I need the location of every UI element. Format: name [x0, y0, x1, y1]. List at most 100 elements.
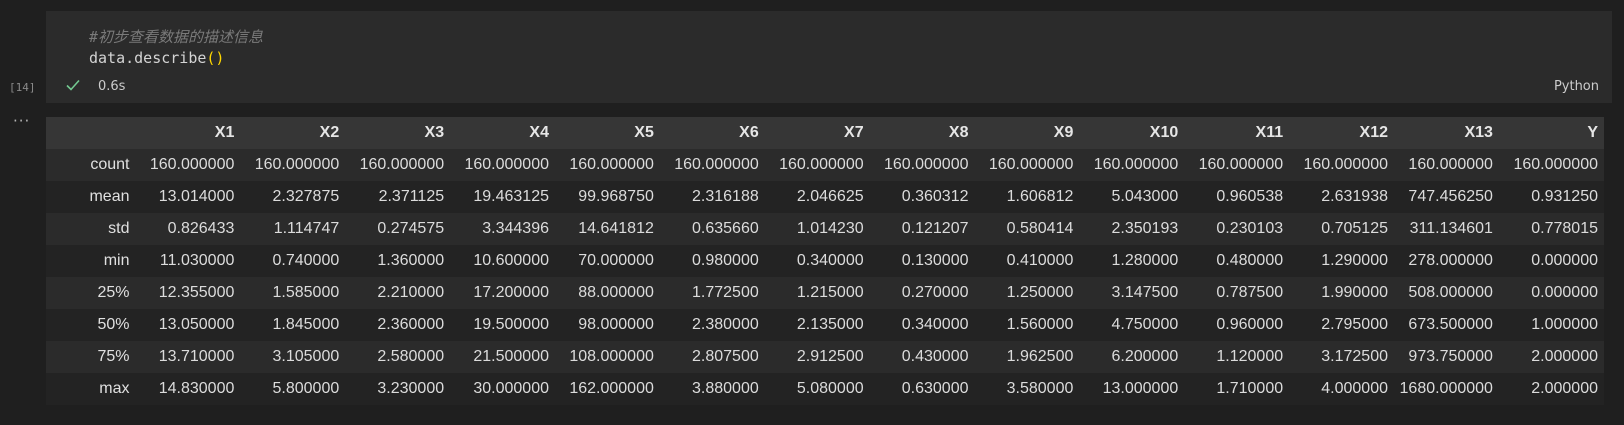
column-header: X2	[240, 117, 346, 149]
table-cell: 160.000000	[359, 156, 445, 173]
table-cell: 1.962500	[1006, 348, 1074, 365]
table-cell: 0.340000	[901, 316, 969, 333]
table-cell: 2.316188	[692, 188, 759, 205]
table-cell: 0.960538	[1216, 188, 1284, 205]
column-header: X7	[764, 117, 870, 149]
row-index: min	[103, 252, 130, 269]
column-header: X9	[974, 117, 1080, 149]
execution-count: [14]	[9, 81, 36, 94]
table-cell: 1.710000	[1216, 380, 1284, 397]
table-cell: 0.580414	[1006, 220, 1074, 237]
table-cell: 673.500000	[1408, 316, 1493, 333]
table-cell: 6.200000	[1111, 348, 1179, 365]
table-header-row: X1 X2 X3 X4 X5 X6 X7 X8 X9 X10 X11 X12 X13 Y	[46, 117, 1604, 149]
table-cell: 0.635660	[692, 220, 759, 237]
row-index: std	[108, 220, 130, 237]
table-cell: 2.807500	[692, 348, 759, 365]
table-row: 25% 12.355000 1.585000 2.210000 17.200000 88.…	[46, 277, 1604, 309]
column-header: X5	[555, 117, 660, 149]
table-cell: 3.344396	[482, 220, 549, 237]
table-cell: 1.250000	[1006, 284, 1074, 301]
language-selector[interactable]: Python	[1553, 79, 1599, 94]
table-cell: 508.000000	[1408, 284, 1493, 301]
table-cell: 13.710000	[158, 348, 235, 365]
column-header: X6	[659, 117, 765, 149]
table-cell: 160.000000	[779, 156, 864, 173]
table-cell: 17.200000	[473, 284, 549, 301]
table-row: max 14.830000 5.800000 3.230000 30.000000 162…	[46, 373, 1604, 405]
table-cell: 2.327875	[272, 188, 340, 205]
table-cell: 2.350193	[1111, 220, 1179, 237]
table-row: min 11.030000 0.740000 1.360000 10.600000 70.…	[46, 245, 1604, 277]
table-cell: 0.230103	[1216, 220, 1284, 237]
code-call: data.describe	[89, 49, 207, 67]
table-cell: 2.000000	[1531, 348, 1598, 365]
table-cell: 0.705125	[1321, 220, 1388, 237]
table-cell: 3.880000	[692, 380, 759, 397]
index-header	[46, 117, 136, 149]
table-cell: 1.360000	[377, 252, 445, 269]
execution-duration: 0.6s	[98, 79, 126, 94]
table-body: count 160.000000 160.000000 160.000000 160.0…	[46, 149, 1604, 405]
table-cell: 0.778015	[1531, 220, 1598, 237]
table-cell: 160.000000	[883, 156, 969, 173]
table-cell: 13.050000	[158, 316, 235, 333]
table-cell: 747.456250	[1408, 188, 1493, 205]
table-row: 75% 13.710000 3.105000 2.580000 21.500000 108…	[46, 341, 1604, 373]
table-cell: 70.000000	[578, 252, 654, 269]
row-index: max	[99, 380, 130, 397]
table-cell: 10.600000	[473, 252, 549, 269]
table-cell: 13.000000	[1102, 380, 1179, 397]
table-cell: 5.080000	[796, 380, 864, 397]
table-row: std 0.826433 1.114747 0.274575 3.344396 14.64…	[46, 213, 1604, 245]
cell-gutter: [14] ···	[0, 0, 46, 425]
table-cell: 0.000000	[1531, 252, 1598, 269]
table-cell: 98.000000	[578, 316, 654, 333]
table-cell: 1.560000	[1006, 316, 1074, 333]
table-cell: 1680.000000	[1399, 380, 1493, 397]
table-cell: 2.795000	[1321, 316, 1388, 333]
table-row: count 160.000000 160.000000 160.000000 160.0…	[46, 149, 1604, 181]
table-cell: 1.120000	[1216, 348, 1284, 365]
table-cell: 0.430000	[901, 348, 969, 365]
table-cell: 2.046625	[796, 188, 864, 205]
table-cell: 1.290000	[1321, 252, 1388, 269]
table-cell: 311.134601	[1409, 220, 1493, 237]
table-cell: 3.580000	[1006, 380, 1074, 397]
row-index: count	[90, 156, 130, 173]
table-cell: 14.830000	[158, 380, 235, 397]
table-cell: 1.606812	[1006, 188, 1074, 205]
describe-table: X1 X2 X3 X4 X5 X6 X7 X8 X9 X10 X11 X12 X13 Y count 160…	[46, 117, 1604, 405]
table-cell: 0.480000	[1216, 252, 1284, 269]
table-cell: 1.772500	[692, 284, 759, 301]
column-header: X11	[1184, 117, 1290, 149]
table-cell: 3.172500	[1321, 348, 1388, 365]
table-cell: 2.631938	[1321, 188, 1388, 205]
check-icon	[66, 79, 80, 91]
output-menu-icon[interactable]: ···	[13, 112, 31, 130]
table-cell: 1.845000	[272, 316, 340, 333]
code-line: data.describe()	[89, 49, 224, 67]
column-header: X8	[869, 117, 975, 149]
table-cell: 3.105000	[272, 348, 340, 365]
table-cell: 0.000000	[1531, 284, 1598, 301]
column-header: Y	[1498, 117, 1604, 149]
table-cell: 160.000000	[1408, 156, 1493, 173]
table-cell: 88.000000	[578, 284, 654, 301]
column-header: X4	[450, 117, 555, 149]
table-cell: 1.014230	[796, 220, 864, 237]
table-cell: 0.270000	[901, 284, 969, 301]
code-cell[interactable]: #初步查看数据的描述信息 data.describe() 0.6s Python	[46, 11, 1612, 103]
table-cell: 0.980000	[692, 252, 759, 269]
table-cell: 0.340000	[796, 252, 864, 269]
table-cell: 2.000000	[1531, 380, 1598, 397]
table-cell: 21.500000	[473, 348, 549, 365]
table-cell: 2.135000	[796, 316, 864, 333]
table-cell: 0.826433	[167, 220, 235, 237]
column-header: X12	[1289, 117, 1394, 149]
table-cell: 162.000000	[569, 380, 654, 397]
table-cell: 1.114747	[273, 220, 340, 237]
code-comment: #初步查看数据的描述信息	[89, 28, 264, 46]
table-cell: 2.380000	[692, 316, 759, 333]
cell-output: X1 X2 X3 X4 X5 X6 X7 X8 X9 X10 X11 X12 X13 Y count 160…	[46, 117, 1624, 409]
